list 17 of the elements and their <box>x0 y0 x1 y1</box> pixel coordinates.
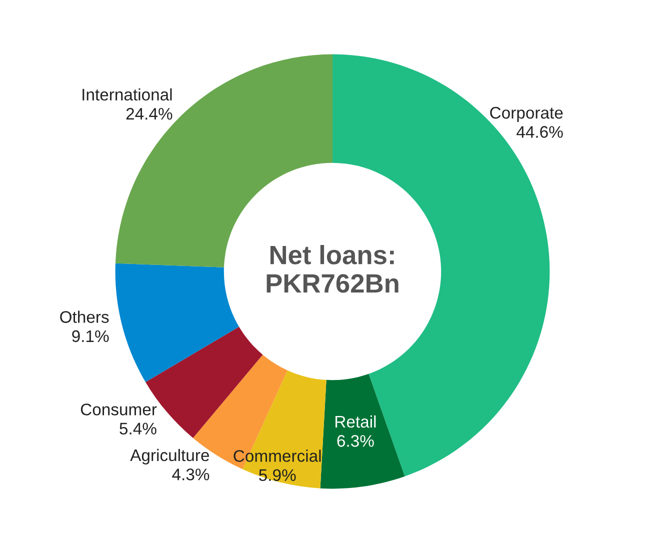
slice-label: International <box>82 88 172 101</box>
slice-label: Corporate <box>490 106 563 122</box>
data-label: 9.1% <box>72 330 109 342</box>
donut-slice <box>320 374 405 489</box>
slice-label: Retail <box>336 415 376 428</box>
data-label: 5.9% <box>259 469 296 482</box>
data-label: 4.3% <box>172 468 210 480</box>
slice-label: Agriculture <box>130 448 210 464</box>
data-label: 5.4% <box>120 422 156 435</box>
slice-label: Others <box>60 310 109 323</box>
slice-label: Consumer <box>80 404 157 416</box>
slice-label: Commercial <box>234 450 321 462</box>
text: Net loans: PKR762Bn <box>266 244 398 293</box>
data-label: 6.3% <box>337 435 374 447</box>
donut-slice <box>115 263 240 382</box>
data-label: 44.6% <box>516 126 563 138</box>
data-label: 24.4% <box>126 108 172 120</box>
